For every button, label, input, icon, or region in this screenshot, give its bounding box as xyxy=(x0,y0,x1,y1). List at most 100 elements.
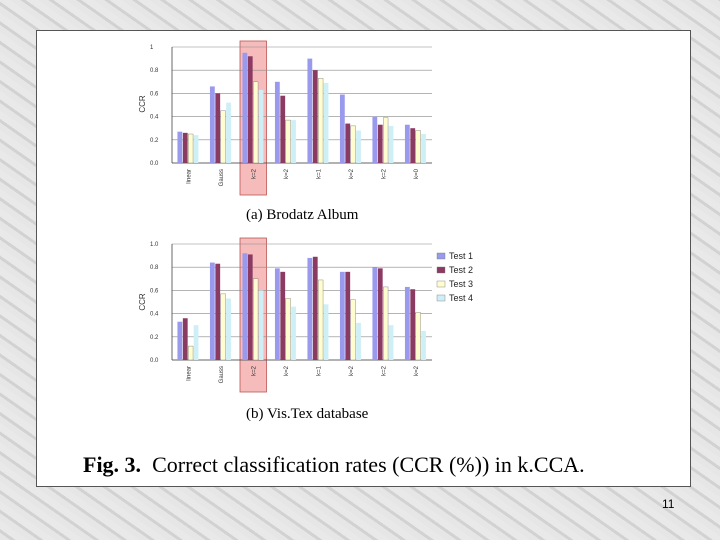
bar xyxy=(280,95,286,163)
bar xyxy=(274,81,280,163)
figure-caption: Fig. 3. Correct classification rates (CC… xyxy=(83,452,585,478)
x-tick-label: k=2 xyxy=(414,365,420,376)
bar xyxy=(388,125,394,163)
x-tick-label: k=2 xyxy=(349,168,355,179)
chart-b-vistex: 0.0 0.2 0.4 0.6 0.8 1.0 CCR linear Gauss k=2 k=2 k=… xyxy=(138,237,432,393)
y-tick-label: 0.0 xyxy=(150,358,159,364)
bar xyxy=(404,124,410,163)
bar xyxy=(285,119,291,164)
y-axis-label: CCR xyxy=(138,95,147,113)
bar xyxy=(410,289,416,360)
y-tick-label: 0.4 xyxy=(150,115,159,121)
legend-swatch xyxy=(436,280,446,288)
x-tick-label: k=2 xyxy=(381,365,387,376)
bar xyxy=(415,130,421,164)
x-tick-label: k=0 xyxy=(414,168,420,179)
legend-swatch xyxy=(436,252,446,260)
bar xyxy=(421,134,426,163)
legend-label: Test 4 xyxy=(449,293,473,303)
bar xyxy=(242,52,248,163)
bar xyxy=(285,298,291,361)
subtitle-b: (b) Vis.Tex database xyxy=(246,406,369,422)
bar xyxy=(182,318,188,360)
bar xyxy=(307,257,313,360)
bar xyxy=(182,132,188,163)
bar xyxy=(345,123,351,163)
legend-swatch xyxy=(436,294,446,302)
bar xyxy=(226,102,231,163)
legend-label: Test 2 xyxy=(449,265,473,275)
y-axis-label: CCR xyxy=(138,293,147,311)
bar xyxy=(372,116,378,163)
y-tick-label: 1 xyxy=(150,45,154,51)
bar xyxy=(323,304,329,360)
bar xyxy=(339,271,345,360)
bar xyxy=(291,120,296,163)
bar xyxy=(247,56,253,163)
bar xyxy=(177,131,183,163)
bar xyxy=(188,133,194,164)
caption-label: Fig. 3. xyxy=(83,452,142,477)
bar xyxy=(280,271,286,360)
x-tick-label: Gauss xyxy=(219,366,225,383)
bar xyxy=(193,325,199,360)
y-tick-label: 0.0 xyxy=(150,161,159,167)
y-tick-label: 0.8 xyxy=(150,68,159,74)
bar xyxy=(415,312,421,361)
y-tick-label: 0.6 xyxy=(150,288,159,294)
bar xyxy=(193,135,199,163)
legend-swatch xyxy=(436,266,446,274)
x-tick-label: k=2 xyxy=(284,168,290,179)
bar xyxy=(226,298,231,360)
y-tick-label: 0.2 xyxy=(150,335,159,341)
bar xyxy=(410,128,416,163)
bar xyxy=(372,267,378,360)
bar xyxy=(253,81,259,164)
legend-label: Test 3 xyxy=(449,279,473,289)
bar xyxy=(318,78,324,164)
x-tick-label: k=1 xyxy=(316,168,322,179)
bar xyxy=(253,278,259,361)
bar xyxy=(247,254,253,360)
caption-text: Correct classification rates (CCR (%)) i… xyxy=(152,452,585,477)
bar xyxy=(274,268,280,360)
bar xyxy=(215,93,221,163)
x-tick-label: linear xyxy=(186,366,192,381)
x-tick-label: k=1 xyxy=(316,365,322,376)
bar xyxy=(312,256,318,360)
bar xyxy=(220,110,226,164)
bar xyxy=(356,130,361,163)
y-tick-label: 1.0 xyxy=(150,242,159,248)
slide-panel xyxy=(36,30,691,487)
bar xyxy=(209,86,215,163)
bar xyxy=(318,279,324,361)
bar xyxy=(383,117,389,164)
x-tick-label: linear xyxy=(186,169,192,184)
bar xyxy=(388,325,394,360)
chart-a-brodatz: 0.0 0.2 0.4 0.6 0.8 1 CCR linear Gauss k=2 k=2 k=1 k… xyxy=(138,40,432,196)
bar xyxy=(312,70,318,163)
bar xyxy=(377,268,383,360)
y-tick-label: 0.4 xyxy=(150,312,159,318)
bar xyxy=(258,290,264,360)
bar xyxy=(177,321,183,360)
page-number: 11 xyxy=(662,497,675,511)
x-tick-label: k=2 xyxy=(349,365,355,376)
y-tick-label: 0.6 xyxy=(150,91,159,97)
x-tick-label: Gauss xyxy=(219,169,225,186)
x-tick-label: k=2 xyxy=(284,365,290,376)
bar xyxy=(350,299,356,361)
bar xyxy=(383,286,389,361)
x-tick-label: k=2 xyxy=(251,168,257,179)
bar xyxy=(242,253,248,360)
bar xyxy=(220,293,226,361)
bar xyxy=(404,286,410,360)
x-tick-label: k=2 xyxy=(251,365,257,376)
bar xyxy=(307,58,313,163)
bar xyxy=(345,271,351,360)
bar xyxy=(356,322,361,360)
bar xyxy=(377,124,383,163)
legend: Test 1 Test 2 Test 3 Test 4 xyxy=(436,251,473,303)
bar xyxy=(339,94,345,163)
